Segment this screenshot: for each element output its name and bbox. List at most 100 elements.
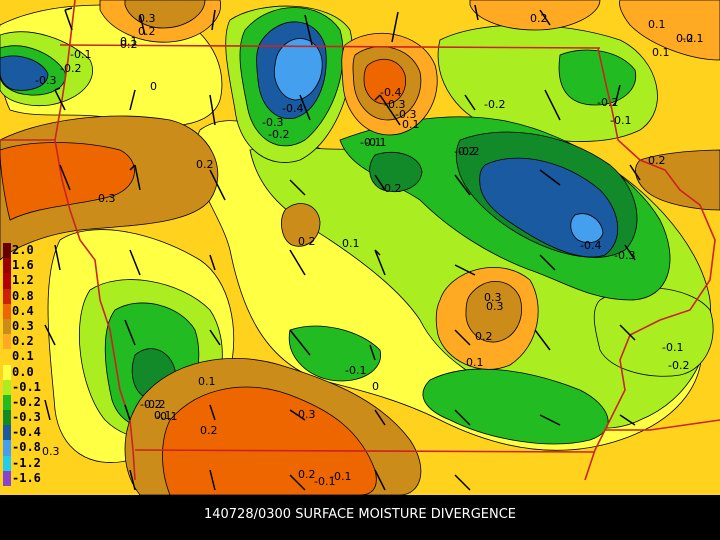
legend-label: 0.2: [12, 334, 34, 349]
legend-entry: -0.3: [0, 410, 62, 426]
legend-label: -1.2: [12, 455, 41, 470]
contour-label: 0: [372, 380, 379, 393]
contour-label: -0.2: [140, 398, 161, 411]
legend-entry: 1.6: [0, 258, 62, 274]
contour-label: -0.3: [384, 98, 405, 111]
contour-label: 0.1: [120, 35, 138, 48]
wind-barb: [374, 94, 401, 126]
contour-label: -0.2: [454, 145, 475, 158]
wind-barb: [299, 94, 311, 121]
contour-label: 0.2: [196, 158, 214, 171]
wind-barb: [374, 469, 386, 491]
legend-entry: -1.2: [0, 455, 62, 471]
wind-barb: [374, 249, 386, 276]
wind-barb: [614, 84, 621, 106]
contour-label: 0.3: [138, 12, 156, 25]
legend-swatch: [3, 425, 11, 441]
legend-entry: 0.1: [0, 349, 62, 365]
wind-barb: [454, 174, 471, 196]
contour-region-blue-nw: [0, 55, 49, 91]
legend-entry: -0.1: [0, 379, 62, 395]
contour-labels: 0.3 0.2 0.1 -0.1 -0.2 -0.3 0 -0.3 -0.4 -…: [35, 12, 703, 488]
contour-label: 0: [150, 80, 157, 93]
wind-barb: [624, 244, 636, 261]
contour-label: 0.1: [154, 409, 172, 422]
contour-label: 0.2: [138, 25, 156, 38]
contour-label: 0.3: [42, 445, 60, 458]
wind-barb: [124, 404, 131, 421]
legend-swatch: [3, 440, 11, 456]
wind-barb: [289, 249, 306, 276]
contour-label: 0.1: [648, 18, 666, 31]
contour-label: 0.2: [298, 468, 316, 481]
wind-barb: [129, 249, 141, 276]
wind-barb: [374, 409, 386, 426]
contour-label: -0.3: [395, 108, 416, 121]
legend-label: 0.8: [12, 288, 34, 303]
wind-barb: [454, 474, 471, 491]
wind-barb: [211, 9, 216, 31]
contour-label: -0.2: [380, 182, 401, 195]
wind-barb: [619, 324, 636, 341]
legend-entry: 1.2: [0, 273, 62, 289]
contour-region-green-ne: [558, 49, 637, 106]
legend-swatch: [3, 303, 11, 319]
map-caption: 140728/0300 SURFACE MOISTURE DIVERGENCE: [203, 507, 517, 522]
contour-label: 0.1: [402, 118, 420, 131]
wind-barb: [209, 94, 216, 126]
legend-label: 1.6: [12, 258, 34, 273]
contour-label: -0.1: [345, 364, 366, 377]
contour-label: -0.1: [314, 475, 335, 488]
contour-region-brown-mid: [281, 203, 321, 247]
wind-barb: [209, 469, 216, 491]
wind-barb: [464, 94, 476, 111]
wind-barb: [44, 324, 56, 346]
contour-label: -0.2: [668, 359, 689, 372]
wind-barb: [44, 399, 51, 421]
map-panel: 0.3 0.2 0.1 -0.1 -0.2 -0.3 0 -0.3 -0.4 -…: [0, 0, 720, 495]
legend-label: 0.1: [12, 349, 34, 364]
wind-barb: [454, 264, 476, 276]
contour-label: -0.4: [282, 102, 303, 115]
legend-entry: -1.6: [0, 470, 62, 486]
moisture-divergence-map: 0.3 0.2 0.1 -0.1 -0.2 -0.3 0 -0.3 -0.4 -…: [0, 0, 720, 495]
wind-barb: [539, 254, 556, 271]
contour-region-darkgreen-blob: [369, 151, 423, 192]
legend-entry: 0.0: [0, 364, 62, 380]
legend-swatch: [3, 349, 11, 365]
contour-label: 0.1: [652, 46, 670, 59]
wind-barb: [619, 414, 636, 426]
wind-barb: [289, 409, 306, 421]
contour-label: -0.1: [365, 136, 386, 149]
legend-entry: -0.2: [0, 394, 62, 411]
legend-label: -0.3: [12, 410, 41, 425]
contour-label: 0.2: [200, 424, 218, 437]
wind-barb: [209, 169, 226, 201]
legend-entry: 0.3: [0, 318, 62, 335]
contour-label: 0.2: [676, 32, 694, 45]
contour-region-lightgreen-east: [593, 287, 714, 377]
contour-label: -0.2: [484, 98, 505, 111]
wind-barb: [539, 9, 551, 26]
wind-barbs: [44, 4, 641, 491]
legend-label: -0.8: [12, 440, 41, 455]
contour-region-green-mid: [288, 325, 381, 382]
contour-label: -0.2: [60, 62, 81, 75]
legend-swatch: [3, 379, 11, 395]
color-legend: 2.0 1.6 1.2 0.8 0.4 0.3 0.2 0.1 0.0 -0.1 -0.2 -0.3-…: [0, 243, 62, 486]
contour-label: 0.3: [484, 291, 502, 304]
legend-label: -1.6: [12, 470, 41, 485]
legend-swatch: [3, 288, 11, 304]
legend-label: -0.2: [12, 394, 41, 409]
contour-label: -0.1: [70, 48, 91, 61]
contour-label: 0.2: [120, 38, 138, 51]
contour-label: -0.2: [458, 145, 479, 158]
wind-barb: [629, 164, 641, 181]
contour-label: -0.4: [380, 86, 401, 99]
wind-barb: [209, 329, 221, 346]
border-east: [584, 47, 716, 481]
contour-label: -0.3: [35, 74, 56, 87]
wind-barb: [129, 89, 136, 111]
contour-label: -0.2: [597, 96, 618, 109]
wind-barb: [209, 404, 216, 421]
